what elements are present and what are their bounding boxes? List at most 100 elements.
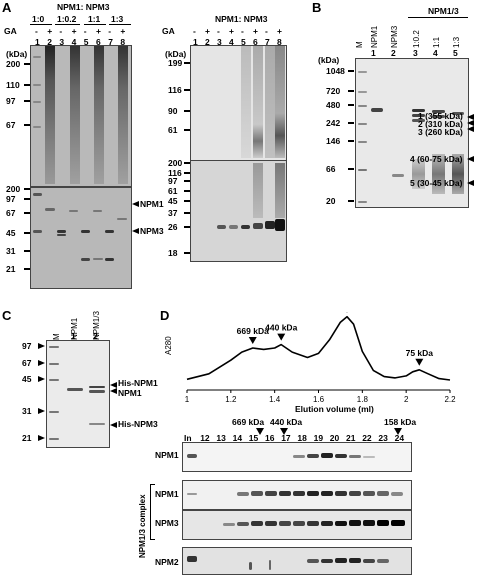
- lane-number: 6: [253, 37, 258, 47]
- lane-number: 4: [229, 37, 234, 47]
- fraction-label: 22: [362, 433, 372, 443]
- lane-number: 1: [371, 48, 376, 58]
- x-tick-label: 1: [185, 395, 190, 404]
- ga-sign: +: [71, 26, 77, 36]
- ga-sign: +: [47, 26, 53, 36]
- lane-number: 5: [83, 37, 89, 47]
- kda-unit: (kDa): [6, 49, 28, 59]
- lane-number: 5: [453, 48, 458, 58]
- lane-name: NPM3: [390, 25, 399, 48]
- lane-name: NPM1: [370, 25, 379, 48]
- ga-sign: -: [108, 26, 112, 36]
- lane-number: 6: [96, 37, 101, 47]
- x-tick-label: 2: [404, 395, 409, 404]
- ga-sign: -: [241, 26, 244, 36]
- ga-sign: +: [120, 26, 126, 36]
- lane-number: 2: [93, 331, 98, 341]
- panel-a-left-title: NPM1: NPM3: [57, 2, 110, 12]
- lane-number: 8: [120, 37, 126, 47]
- peak-marker: [415, 358, 424, 366]
- mw-marker: 242: [326, 118, 341, 128]
- gel-b: [355, 58, 469, 208]
- row-label-npm1: NPM1: [155, 450, 179, 460]
- row-label-npm3: NPM3: [155, 518, 179, 528]
- lane-name: M: [52, 333, 61, 340]
- panel-d-label: D: [160, 308, 170, 323]
- x-tick-label: 2.2: [444, 395, 456, 404]
- ga-sign: -: [35, 26, 38, 36]
- peak-label: 669 kDa: [237, 326, 269, 336]
- mw-marker: 31: [22, 406, 32, 416]
- ga-label: GA: [4, 26, 17, 36]
- ga-sign: +: [277, 26, 282, 36]
- fraction-label: 21: [346, 433, 356, 443]
- mw-marker: 61: [168, 186, 178, 196]
- panel-c-label: C: [2, 308, 12, 323]
- fraction-label: 17: [281, 433, 291, 443]
- peak-marker: [277, 333, 286, 341]
- lane-number: 3: [217, 37, 222, 47]
- lane-name: 1:0.2: [412, 30, 421, 48]
- panel-a-right-title: NPM1: NPM3: [215, 14, 268, 24]
- lane-number: 1: [71, 331, 76, 341]
- blot-npm1-complex: [182, 480, 412, 510]
- lane-number: 8: [277, 37, 282, 47]
- mw-marker: 90: [168, 106, 178, 116]
- mw-marker: 67: [22, 358, 32, 368]
- mw-marker: 45: [22, 374, 32, 384]
- blot-npm1: [182, 442, 412, 472]
- gel-c: [46, 340, 110, 448]
- ga-sign: -: [59, 26, 63, 36]
- mw-marker: 146: [326, 136, 341, 146]
- gel-a-right-bottom: [190, 160, 287, 262]
- mw-marker: 110: [6, 80, 20, 90]
- lane-number: 2: [47, 37, 52, 47]
- lane-number: 7: [265, 37, 270, 47]
- ga-sign: +: [253, 26, 258, 36]
- ga-sign: +: [205, 26, 210, 36]
- mw-marker: 200: [6, 184, 21, 194]
- fraction-label: 16: [265, 433, 275, 443]
- fraction-label: 23: [378, 433, 388, 443]
- panel-a-label: A: [2, 0, 12, 15]
- band-label: 4 (60-75 kDa): [410, 154, 463, 164]
- mw-marker: 97: [6, 194, 16, 204]
- mw-marker: 26: [168, 222, 178, 232]
- band-label: 5 (30-45 kDa): [410, 178, 463, 188]
- mw-marker: 21: [22, 433, 32, 443]
- ratio-label: 1:0: [32, 14, 45, 24]
- mw-marker: 45: [168, 196, 178, 206]
- mw-marker: 1048: [326, 66, 345, 76]
- ga-sign: +: [96, 26, 101, 36]
- blot-npm2: [182, 547, 412, 575]
- mw-marker: 116: [168, 85, 182, 95]
- fraction-label: 15: [248, 433, 259, 443]
- marker-158: 158 kDa: [384, 417, 417, 427]
- lane-number: 2: [391, 48, 396, 58]
- peak-marker: [346, 312, 348, 313]
- mw-marker: 67: [6, 208, 16, 218]
- gel-a-left-top: [30, 45, 132, 187]
- ratio-label: 1:1: [88, 14, 101, 24]
- x-tick-label: 1.2: [225, 395, 237, 404]
- npm1-label: NPM1: [118, 388, 142, 398]
- row-label-npm2: NPM2: [155, 557, 179, 567]
- npm3-band-label: NPM3: [140, 226, 164, 236]
- kda-unit: (kDa): [318, 55, 340, 65]
- elution-line: [186, 315, 451, 381]
- fraction-label: In: [184, 433, 192, 443]
- npm1-band-label: NPM1: [140, 199, 164, 209]
- mw-marker: 200: [6, 59, 21, 69]
- ga-sign: -: [83, 26, 87, 36]
- lane-number: 5: [241, 37, 246, 47]
- fraction-label: 14: [232, 433, 243, 443]
- gel-a-right-top: [190, 45, 287, 162]
- marker-669: 669 kDa: [232, 417, 265, 427]
- mw-marker: 20: [326, 196, 336, 206]
- band-label: 3 (260 kDa): [418, 127, 463, 137]
- fraction-label: 24: [394, 433, 405, 443]
- x-tick-label: 1.6: [313, 395, 325, 404]
- peak-marker: [248, 337, 257, 344]
- mw-marker: 97: [6, 96, 16, 106]
- ratio-label: 1:0.2: [57, 14, 77, 24]
